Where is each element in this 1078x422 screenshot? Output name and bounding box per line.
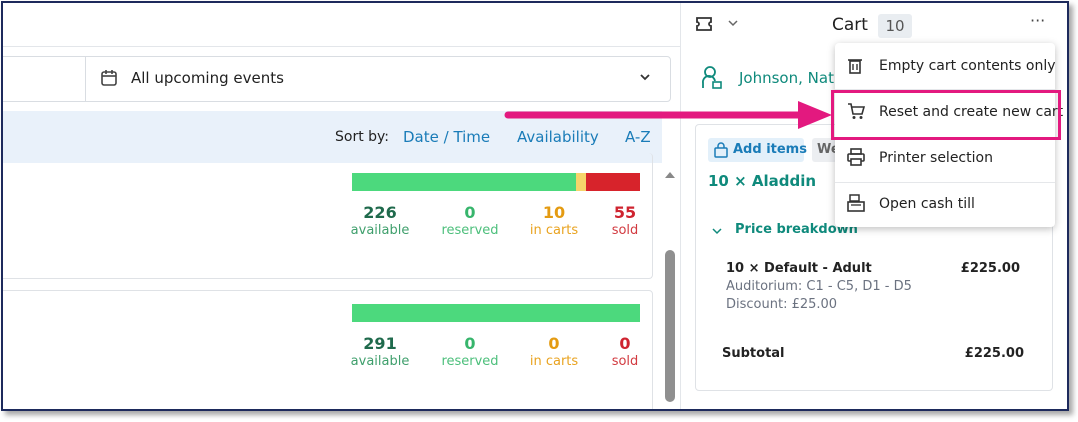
chevron-down[interactable] <box>712 228 722 236</box>
line-price: £225.00 <box>960 261 1020 276</box>
event-card[interactable] <box>3 153 653 279</box>
line-seats: Auditorium: C1 - C5, D1 - D5 <box>726 279 912 294</box>
breakdown-toggle[interactable]: Price breakdown <box>735 222 858 237</box>
menu-item-label[interactable]: Open cash till <box>879 196 975 212</box>
stat-value: 0 <box>464 334 476 353</box>
stat-value: 291 <box>363 334 397 353</box>
divider <box>3 46 681 47</box>
item-title: 10 × Aladdin <box>708 172 817 190</box>
stat-value: 55 <box>613 203 637 222</box>
bar-segment <box>585 173 640 191</box>
pointer-arrow <box>504 101 832 129</box>
menu-item[interactable]: Open cash till <box>835 181 1055 227</box>
stat-label: reserved <box>441 354 499 369</box>
cash-till-icon <box>847 194 865 212</box>
divider <box>835 89 1055 90</box>
bar-segment <box>352 304 640 322</box>
cart-icon <box>848 103 865 119</box>
line-name: 10 × Default - Adult <box>726 261 872 276</box>
line-discount: Discount: £25.00 <box>726 297 838 312</box>
stat-label: sold <box>611 223 639 238</box>
stat-value: 0 <box>464 203 476 222</box>
availability-bar <box>352 173 640 191</box>
subtotal-value: £225.00 <box>964 346 1024 361</box>
scroll-thumb[interactable] <box>665 250 675 402</box>
menu-item-label[interactable]: Reset and create new cart <box>879 104 1064 120</box>
bar-segment <box>352 173 576 191</box>
stat-label: in carts <box>529 354 579 369</box>
divider <box>85 57 86 101</box>
cart-title: Cart <box>832 15 868 35</box>
divider <box>835 182 1055 183</box>
stat-label: available <box>350 354 410 369</box>
add-items-label[interactable]: Add items <box>733 142 807 157</box>
stat-label: sold <box>611 354 639 369</box>
menu-item[interactable]: Printer selection <box>835 135 1055 181</box>
stat-label: available <box>350 223 410 238</box>
stat-value: 226 <box>363 203 397 222</box>
filter-label[interactable]: All upcoming events <box>131 69 284 87</box>
stat-value: 0 <box>619 334 631 353</box>
stat-label: in carts <box>529 223 579 238</box>
stat-label: reserved <box>441 223 499 238</box>
more-menu[interactable]: ··· <box>1030 11 1046 30</box>
calendar-icon <box>101 70 117 86</box>
sort-option[interactable]: Date / Time <box>403 128 491 146</box>
scroll-up[interactable] <box>664 170 676 180</box>
menu-item-label[interactable]: Printer selection <box>879 150 993 166</box>
subtotal-label: Subtotal <box>722 346 785 361</box>
tab-label[interactable]: We <box>817 142 840 157</box>
chevron-down[interactable] <box>639 73 651 83</box>
customer-name[interactable]: Johnson, Nat <box>739 69 834 87</box>
bar-segment <box>575 173 586 191</box>
cart-mode-icon[interactable] <box>695 16 713 32</box>
sort-label: Sort by: <box>335 129 390 145</box>
sort-option[interactable]: A-Z <box>625 128 651 146</box>
cart-count: 10 <box>878 14 912 38</box>
trash-icon <box>848 59 862 74</box>
filter-box[interactable] <box>3 56 671 102</box>
bag-icon <box>714 142 728 158</box>
customer-icon <box>702 66 722 89</box>
add-items-button[interactable] <box>708 138 804 162</box>
divider <box>680 3 681 409</box>
printer-icon <box>847 148 865 166</box>
menu-item-label[interactable]: Empty cart contents only <box>879 58 1056 74</box>
dropdown-menu: Empty cart contents only Reset and creat… <box>835 43 1063 227</box>
app-window: All upcoming events Sort by: Date / Time… <box>1 1 1069 411</box>
menu-item[interactable]: Empty cart contents only <box>835 43 1056 89</box>
stat-value: 10 <box>542 203 566 222</box>
event-card[interactable] <box>3 290 653 409</box>
sort-option[interactable]: Availability <box>517 128 599 146</box>
chevron-down[interactable] <box>728 20 738 28</box>
highlight-box <box>831 90 1061 140</box>
availability-bar <box>352 304 640 322</box>
sort-bar <box>3 111 662 163</box>
stat-value: 0 <box>548 334 560 353</box>
menu-item[interactable]: Reset and create new cart <box>835 89 1063 135</box>
